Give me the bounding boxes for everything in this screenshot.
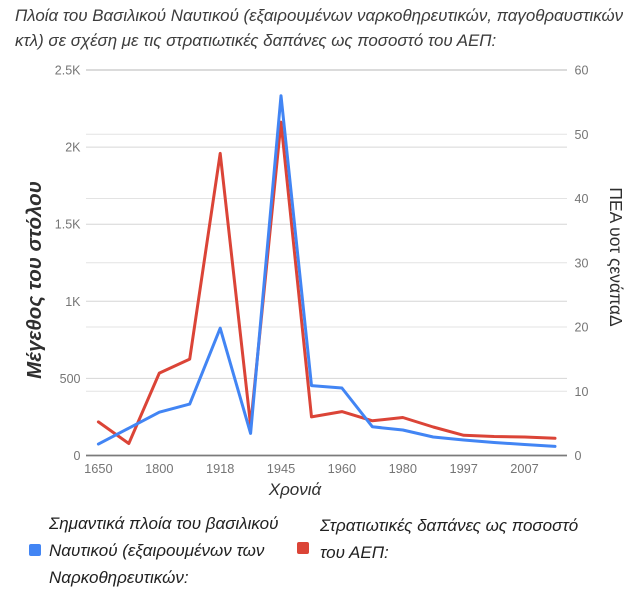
svg-text:1997: 1997 xyxy=(449,461,477,476)
svg-text:60: 60 xyxy=(575,64,589,78)
svg-text:500: 500 xyxy=(60,372,81,386)
svg-text:ΠΕΑ υοτ ςενάπαΔ: ΠΕΑ υοτ ςενάπαΔ xyxy=(606,187,626,327)
svg-text:30: 30 xyxy=(575,256,589,270)
svg-text:1650: 1650 xyxy=(84,461,112,476)
svg-text:1918: 1918 xyxy=(206,461,234,476)
svg-text:20: 20 xyxy=(575,321,589,335)
svg-text:1800: 1800 xyxy=(145,461,173,476)
svg-text:2007: 2007 xyxy=(510,461,538,476)
svg-text:1K: 1K xyxy=(65,295,81,309)
svg-text:1.5K: 1.5K xyxy=(55,218,81,232)
svg-text:Μέγεθος του στόλου: Μέγεθος του στόλου xyxy=(23,181,46,379)
svg-text:0: 0 xyxy=(575,449,582,463)
svg-text:1960: 1960 xyxy=(328,461,356,476)
svg-text:50: 50 xyxy=(575,128,589,142)
svg-text:2.5K: 2.5K xyxy=(55,64,81,78)
svg-text:40: 40 xyxy=(575,192,589,206)
svg-text:1945: 1945 xyxy=(267,461,295,476)
svg-text:1980: 1980 xyxy=(389,461,417,476)
svg-text:2K: 2K xyxy=(65,141,81,155)
svg-text:0: 0 xyxy=(74,449,81,463)
svg-text:Χρονιά: Χρονιά xyxy=(268,480,323,499)
svg-text:10: 10 xyxy=(575,385,589,399)
